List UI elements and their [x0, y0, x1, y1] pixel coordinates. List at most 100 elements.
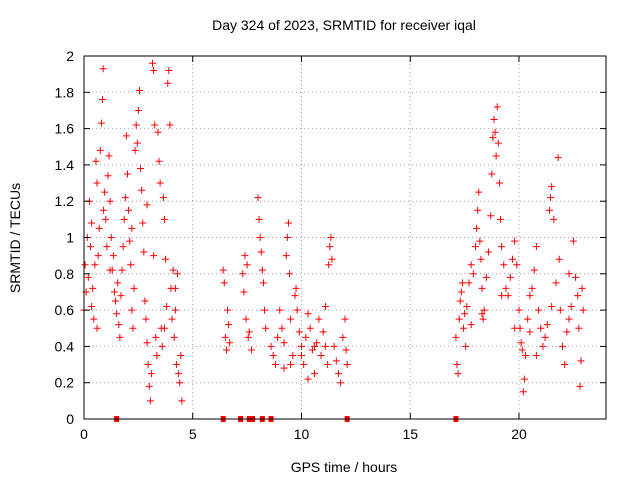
data-point	[131, 146, 139, 154]
y-tick-label: 0.6	[55, 302, 75, 318]
data-point	[151, 121, 159, 129]
data-point	[169, 266, 177, 274]
data-point	[339, 333, 347, 341]
data-point	[561, 361, 569, 369]
data-point	[467, 261, 475, 269]
data-point	[453, 361, 461, 369]
data-point	[515, 306, 523, 314]
data-point	[153, 351, 161, 359]
data-point	[168, 315, 176, 323]
data-point	[304, 375, 312, 383]
data-point	[498, 243, 506, 251]
data-point	[219, 266, 227, 274]
data-point	[154, 128, 162, 136]
data-point	[475, 188, 483, 196]
data-point	[163, 302, 171, 310]
data-point	[572, 273, 580, 281]
data-point	[311, 370, 319, 378]
data-point	[524, 315, 532, 323]
data-point	[88, 219, 96, 227]
data-point	[143, 201, 151, 209]
data-point	[171, 284, 179, 292]
data-point	[175, 370, 183, 378]
data-point	[559, 342, 566, 350]
data-point	[262, 324, 270, 332]
data-point	[160, 324, 168, 332]
data-point	[127, 261, 135, 269]
data-point	[243, 261, 251, 269]
data-point	[567, 302, 575, 310]
data-point	[133, 139, 141, 147]
x-tick-label: 15	[402, 426, 418, 442]
data-point	[226, 339, 234, 347]
y-axis-title: SRMTID / TECUs	[7, 183, 23, 293]
data-point	[493, 103, 501, 111]
data-point	[454, 370, 462, 378]
data-point	[140, 248, 148, 256]
data-point	[130, 284, 138, 292]
data-point	[482, 273, 490, 281]
data-point	[578, 284, 586, 292]
data-point	[479, 315, 487, 323]
data-point	[93, 324, 101, 332]
data-point	[518, 346, 526, 354]
data-point	[554, 154, 562, 162]
data-point	[469, 270, 477, 278]
data-point	[115, 321, 123, 329]
data-point	[565, 270, 573, 278]
data-point	[311, 342, 319, 350]
data-point	[300, 361, 308, 369]
data-point	[577, 357, 585, 365]
data-point	[480, 306, 488, 314]
data-point	[254, 194, 262, 202]
data-point	[576, 382, 584, 390]
data-point	[87, 243, 95, 251]
data-point	[535, 306, 543, 314]
data-point	[225, 321, 233, 329]
x-tick-label: 10	[294, 426, 310, 442]
data-point	[511, 237, 519, 245]
data-point	[455, 315, 463, 323]
data-point	[146, 397, 154, 405]
data-point	[171, 306, 179, 314]
data-point	[552, 279, 560, 287]
data-point	[478, 284, 486, 292]
data-point	[89, 284, 97, 292]
data-point	[116, 333, 124, 341]
data-point	[125, 206, 133, 214]
data-point	[113, 310, 121, 318]
data-point	[94, 252, 102, 260]
y-tick-label: 0.8	[55, 266, 75, 282]
data-point	[158, 342, 166, 350]
data-point	[342, 346, 350, 354]
data-point	[532, 243, 540, 251]
data-point	[150, 252, 158, 260]
data-point	[126, 237, 134, 245]
data-point	[302, 333, 310, 341]
data-point	[120, 215, 128, 223]
y-tick-label: 1	[66, 230, 74, 246]
data-point	[556, 306, 564, 314]
data-point	[478, 310, 486, 318]
data-point	[487, 212, 495, 220]
data-point	[95, 224, 103, 232]
data-point	[97, 119, 105, 127]
data-point	[295, 328, 303, 336]
x-tick-label: 20	[511, 426, 527, 442]
data-point	[245, 328, 253, 336]
data-point	[530, 266, 538, 274]
data-point	[456, 297, 464, 305]
data-point	[467, 321, 475, 329]
data-point	[144, 361, 152, 369]
data-point	[91, 261, 99, 269]
data-point	[547, 194, 555, 202]
data-point	[106, 266, 114, 274]
data-point	[315, 315, 323, 323]
data-points	[80, 59, 587, 422]
data-point	[287, 315, 295, 323]
data-point	[132, 121, 140, 129]
y-tick-label: 2	[66, 48, 74, 64]
data-point	[550, 215, 558, 223]
data-point	[109, 252, 117, 260]
data-point	[257, 248, 265, 256]
